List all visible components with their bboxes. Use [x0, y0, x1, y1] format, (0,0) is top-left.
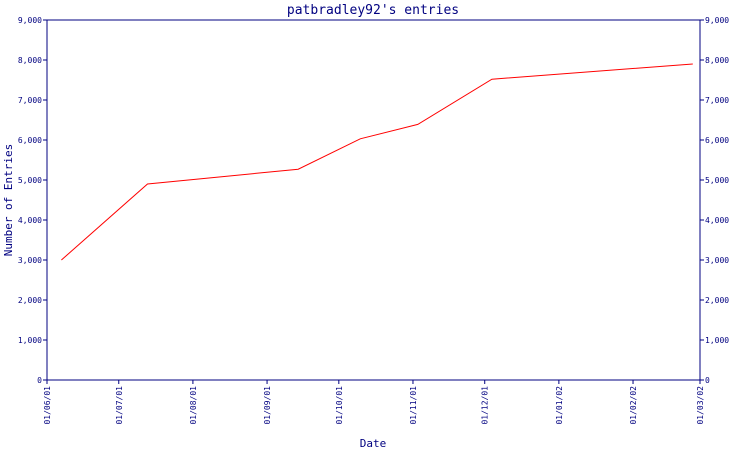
x-tick-label: 01/08/01 — [189, 386, 198, 425]
y-axis-title: Number of Entries — [2, 144, 15, 257]
y-axis-left: 0 1,000 2,000 3,000 4,000 5,000 6,000 7,000 8,00… — [18, 16, 47, 385]
y-tick-label-left: 0 — [37, 376, 42, 385]
y-tick-label-left: 8,000 — [18, 56, 42, 65]
y-tick-label-right: 9,000 — [705, 16, 729, 25]
x-tick-label: 01/01/02 — [555, 386, 564, 425]
y-tick-label-right: 5,000 — [705, 176, 729, 185]
y-tick-label-left: 6,000 — [18, 136, 42, 145]
y-tick-label-right: 4,000 — [705, 216, 729, 225]
plot-area — [46, 19, 701, 381]
y-tick-label-left: 9,000 — [18, 16, 42, 25]
x-tick-label: 01/02/02 — [629, 386, 638, 425]
y-tick-label-left: 3,000 — [18, 256, 42, 265]
x-tick-label: 01/07/01 — [115, 386, 124, 425]
chart-title: patbradley92's entries — [287, 3, 459, 18]
x-tick-label: 01/06/01 — [43, 386, 52, 425]
y-tick-label-left: 5,000 — [18, 176, 42, 185]
y-tick-label-left: 7,000 — [18, 96, 42, 105]
series-line — [61, 63, 693, 261]
series-layer — [61, 63, 693, 261]
y-tick-label-right: 0 — [705, 376, 710, 385]
y-axis-right: 0 1,000 2,000 3,000 4,000 5,000 6,000 7,000 8,00… — [700, 16, 729, 385]
y-tick-label-left: 2,000 — [18, 296, 42, 305]
y-tick-label-left: 4,000 — [18, 216, 42, 225]
y-tick-label-right: 3,000 — [705, 256, 729, 265]
y-tick-label-right: 1,000 — [705, 336, 729, 345]
x-axis: 01/06/01 01/07/01 01/08/01 01/09/01 01/10/01… — [43, 380, 705, 425]
x-tick-label: 01/09/01 — [263, 386, 272, 425]
x-axis-title: Date — [360, 437, 387, 450]
y-tick-label-left: 1,000 — [18, 336, 42, 345]
y-tick-label-right: 8,000 — [705, 56, 729, 65]
y-tick-label-right: 6,000 — [705, 136, 729, 145]
x-tick-label: 01/11/01 — [409, 386, 418, 425]
y-tick-label-right: 2,000 — [705, 296, 729, 305]
y-tick-label-right: 7,000 — [705, 96, 729, 105]
x-tick-label: 01/12/01 — [481, 386, 490, 425]
x-tick-label: 01/03/02 — [696, 386, 705, 425]
x-tick-label: 01/10/01 — [335, 386, 344, 425]
